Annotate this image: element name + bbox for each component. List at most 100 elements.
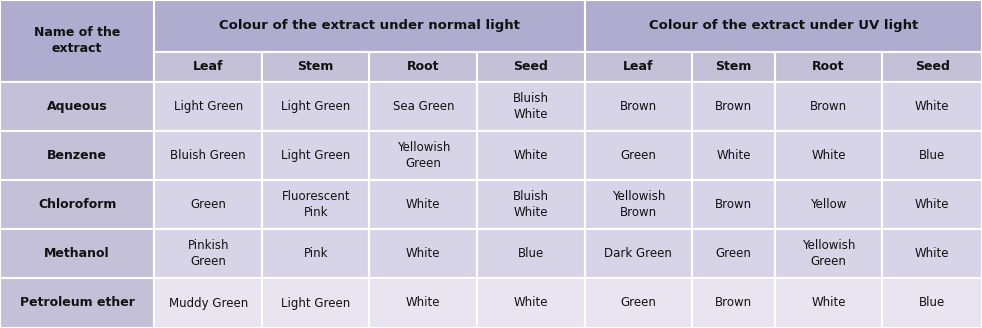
Bar	[369, 180, 477, 229]
Text: White: White	[716, 149, 751, 162]
Bar	[369, 278, 477, 328]
Bar	[0, 0, 154, 82]
Text: Green: Green	[191, 198, 226, 211]
Bar	[0, 82, 154, 131]
Bar	[0, 180, 154, 229]
Bar	[883, 52, 982, 82]
Text: Brown: Brown	[620, 100, 657, 113]
Text: Aqueous: Aqueous	[47, 100, 107, 113]
Bar	[262, 131, 369, 180]
Text: White: White	[514, 297, 548, 310]
Bar	[262, 82, 369, 131]
Text: Light Green: Light Green	[281, 100, 351, 113]
Bar	[477, 131, 584, 180]
Bar	[477, 278, 584, 328]
Bar	[369, 82, 477, 131]
Bar	[692, 278, 775, 328]
Text: Stem: Stem	[298, 60, 334, 73]
Text: White: White	[915, 247, 950, 260]
Bar	[775, 52, 883, 82]
Bar	[692, 52, 775, 82]
Text: Leaf: Leaf	[192, 60, 223, 73]
Text: Colour of the extract under normal light: Colour of the extract under normal light	[219, 19, 519, 32]
Text: Brown: Brown	[715, 297, 752, 310]
Text: White: White	[406, 247, 441, 260]
Bar	[477, 229, 584, 278]
Text: White: White	[514, 149, 548, 162]
Text: Sea Green: Sea Green	[393, 100, 454, 113]
Bar	[0, 278, 154, 328]
Bar	[477, 180, 584, 229]
Text: Light Green: Light Green	[174, 100, 243, 113]
Text: Seed: Seed	[915, 60, 950, 73]
Bar	[154, 131, 262, 180]
Bar	[692, 180, 775, 229]
Bar	[584, 52, 692, 82]
Bar	[154, 82, 262, 131]
Bar	[477, 52, 584, 82]
Bar	[584, 278, 692, 328]
Text: Yellowish
Brown: Yellowish Brown	[612, 190, 665, 219]
Text: Brown: Brown	[715, 100, 752, 113]
Bar	[154, 229, 262, 278]
Text: Light Green: Light Green	[281, 149, 351, 162]
Text: Blue: Blue	[919, 149, 946, 162]
Text: Yellowish
Green: Yellowish Green	[397, 141, 450, 170]
Bar	[584, 82, 692, 131]
Text: Root: Root	[812, 60, 845, 73]
Bar	[775, 82, 883, 131]
Text: White: White	[406, 198, 441, 211]
Text: White: White	[406, 297, 441, 310]
Text: Bluish
White: Bluish White	[513, 190, 549, 219]
Bar	[775, 131, 883, 180]
Bar	[692, 229, 775, 278]
Bar	[154, 0, 584, 52]
Bar	[883, 229, 982, 278]
Text: Fluorescent
Pink: Fluorescent Pink	[282, 190, 350, 219]
Text: Stem: Stem	[715, 60, 751, 73]
Text: Petroleum ether: Petroleum ether	[20, 297, 135, 310]
Text: Light Green: Light Green	[281, 297, 351, 310]
Text: Seed: Seed	[514, 60, 548, 73]
Bar	[883, 180, 982, 229]
Text: Brown: Brown	[715, 198, 752, 211]
Text: Muddy Green: Muddy Green	[169, 297, 247, 310]
Bar	[262, 229, 369, 278]
Bar	[369, 229, 477, 278]
Text: White: White	[811, 149, 846, 162]
Text: Name of the
extract: Name of the extract	[34, 27, 121, 55]
Bar	[154, 180, 262, 229]
Text: Brown: Brown	[810, 100, 847, 113]
Bar	[883, 131, 982, 180]
Bar	[692, 131, 775, 180]
Bar	[154, 278, 262, 328]
Bar	[775, 229, 883, 278]
Bar	[262, 52, 369, 82]
Bar	[369, 131, 477, 180]
Bar	[584, 131, 692, 180]
Text: Green: Green	[621, 149, 656, 162]
Text: Methanol: Methanol	[44, 247, 110, 260]
Text: Green: Green	[716, 247, 751, 260]
Bar	[584, 180, 692, 229]
Text: Green: Green	[621, 297, 656, 310]
Bar	[775, 180, 883, 229]
Text: White: White	[915, 198, 950, 211]
Text: Pink: Pink	[303, 247, 328, 260]
Text: Chloroform: Chloroform	[38, 198, 117, 211]
Bar	[0, 229, 154, 278]
Text: Bluish Green: Bluish Green	[170, 149, 246, 162]
Text: Yellowish
Green: Yellowish Green	[802, 239, 855, 268]
Bar	[0, 131, 154, 180]
Bar	[883, 82, 982, 131]
Bar	[154, 52, 262, 82]
Bar	[584, 229, 692, 278]
Bar	[262, 278, 369, 328]
Text: Leaf: Leaf	[624, 60, 654, 73]
Bar	[775, 278, 883, 328]
Text: Benzene: Benzene	[47, 149, 107, 162]
Text: Root: Root	[407, 60, 440, 73]
Text: Blue: Blue	[518, 247, 544, 260]
Text: Colour of the extract under UV light: Colour of the extract under UV light	[649, 19, 918, 32]
Text: White: White	[811, 297, 846, 310]
